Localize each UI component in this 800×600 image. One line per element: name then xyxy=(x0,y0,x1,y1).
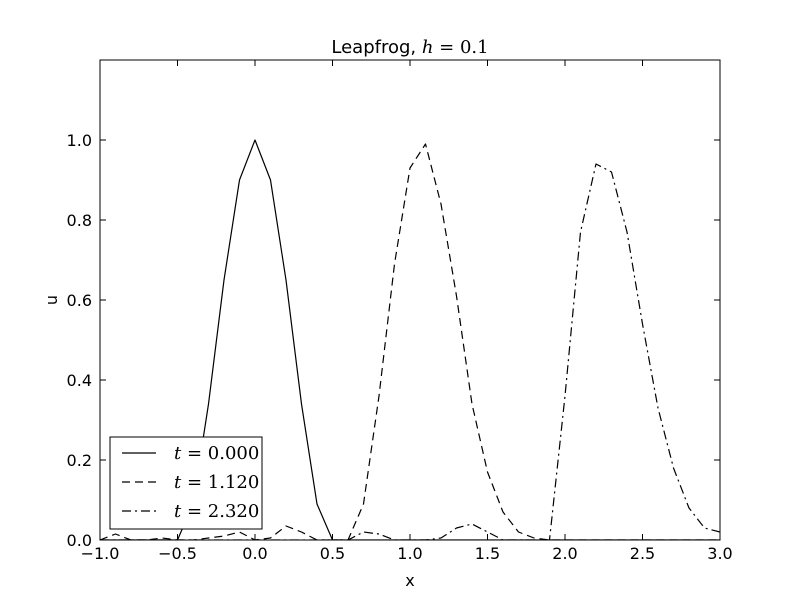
axis-ticks-group: −1.0 −0.5 0.0 0.5 1.0 1.5 2.0 2.5 3.0 0.0 0.2 0.4 0.… xyxy=(67,60,733,563)
legend-label-0: t = 0.000 xyxy=(174,443,259,464)
x-tick-label: 2.5 xyxy=(630,544,655,563)
legend-frame xyxy=(109,436,263,530)
x-tick-label: 1.0 xyxy=(397,544,422,563)
chart-title-val: 0.1 xyxy=(460,37,489,58)
legend-label-eq: = xyxy=(181,501,208,522)
x-tick-label: 2.0 xyxy=(552,544,577,563)
y-tick-label: 0.4 xyxy=(67,371,92,390)
y-tick-label: 1.0 xyxy=(67,131,92,150)
plot-series-group xyxy=(100,139,720,540)
y-axis-label: u xyxy=(42,295,61,305)
legend-label-eq: = xyxy=(181,472,208,493)
chart-title-var: h xyxy=(422,37,434,58)
chart-title: Leapfrog, h = 0.1 xyxy=(331,37,488,58)
legend-label-var: t xyxy=(174,501,182,522)
x-tick-label: −1.0 xyxy=(81,544,120,563)
x-axis-label: x xyxy=(405,571,414,590)
x-tick-label: 0.0 xyxy=(242,544,267,563)
chart-title-text: Leapfrog, xyxy=(331,37,421,58)
x-tick-label: 0.5 xyxy=(320,544,345,563)
legend-label-eq: = xyxy=(181,443,208,464)
legend-label-1: t = 1.120 xyxy=(174,472,259,493)
plot-area-frame xyxy=(99,59,721,541)
x-tick-label: 3.0 xyxy=(707,544,732,563)
series-line-2 xyxy=(100,163,720,540)
y-tick-label: 0.6 xyxy=(67,291,92,310)
legend-label-val: 1.120 xyxy=(208,472,260,493)
chart-title-eq: = xyxy=(433,37,460,58)
x-tick-label: −0.5 xyxy=(158,544,197,563)
legend-label-val: 2.320 xyxy=(208,501,260,522)
legend-label-var: t xyxy=(174,443,182,464)
legend-label-val: 0.000 xyxy=(208,443,260,464)
y-tick-label: 0.0 xyxy=(67,531,92,550)
legend-label-var: t xyxy=(174,472,182,493)
y-tick-label: 0.2 xyxy=(67,451,92,470)
y-tick-label: 0.8 xyxy=(67,211,92,230)
x-tick-label: 1.5 xyxy=(475,544,500,563)
legend-label-2: t = 2.320 xyxy=(174,501,259,522)
series-line-0 xyxy=(100,139,720,540)
